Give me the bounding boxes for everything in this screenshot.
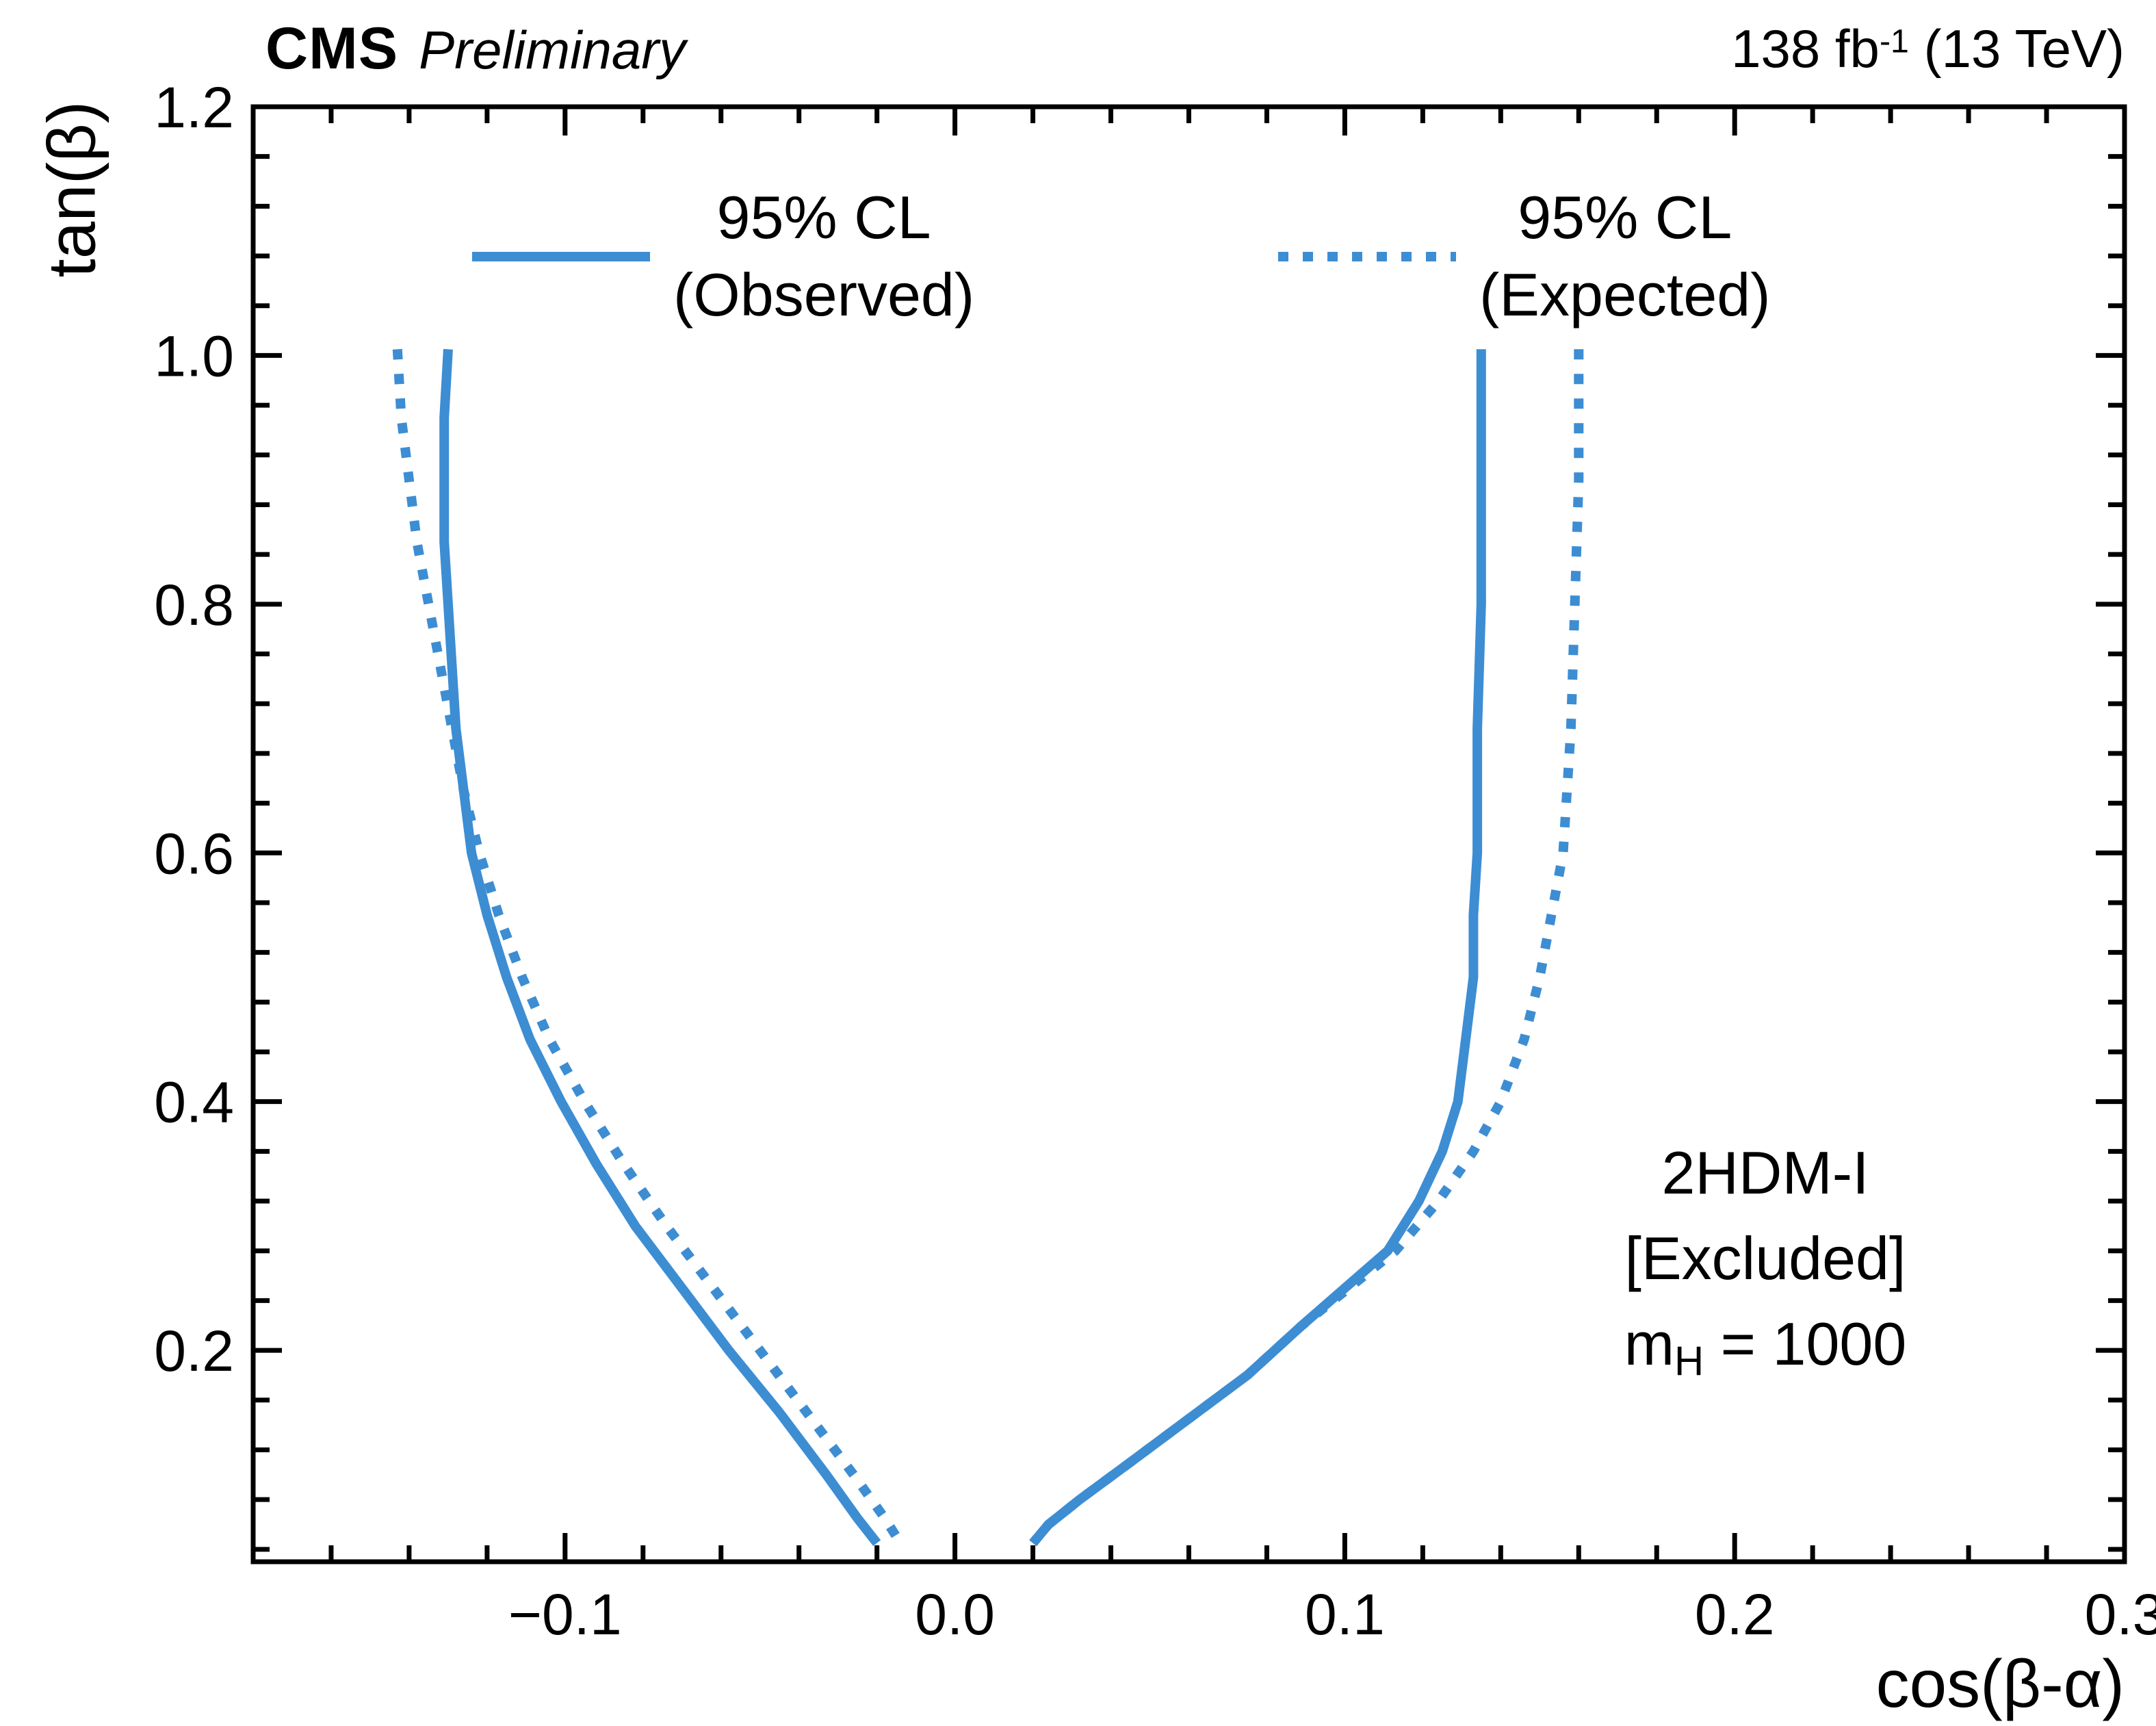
y-tick-label: 1.2: [154, 75, 234, 140]
x-tick-label: 0.1: [1305, 1582, 1385, 1647]
preliminary-label: Preliminary: [419, 20, 686, 80]
energy-value: (13 TeV): [1908, 18, 2125, 79]
legend-entry-observed: 95% CL (Observed): [472, 179, 974, 333]
experiment-header: CMS Preliminary: [265, 15, 686, 83]
cms-label: CMS: [265, 16, 399, 81]
luminosity-label: 138 fb-1 (13 TeV): [1731, 18, 2125, 80]
x-tick-label: 0.2: [1695, 1582, 1775, 1647]
observed-legend-label: 95% CL (Observed): [673, 183, 975, 329]
y-axis-title: tan(β): [34, 101, 109, 278]
observed-line-sample: [472, 251, 650, 261]
expected-legend-label: 95% CL (Expected): [1479, 183, 1771, 329]
x-tick-label: 0.0: [915, 1582, 995, 1647]
y-tick-label: 0.2: [154, 1319, 234, 1383]
y-tick-label: 0.8: [154, 573, 234, 637]
model-annotation: 2HDM-I [Excluded] mH = 1000: [1587, 1131, 1943, 1391]
axis-tick-labels: −0.1 0.0 0.1 0.2 0.3 0.2 0.4 0.6 0.8 1.0 1.2: [154, 75, 2156, 1647]
y-tick-label: 0.4: [154, 1070, 234, 1135]
model-name: 2HDM-I: [1661, 1139, 1869, 1207]
y-tick-label: 1.0: [154, 324, 234, 388]
legend-entry-expected: 95% CL (Expected): [1278, 179, 1771, 333]
lumi-exponent: -1: [1879, 23, 1909, 60]
x-tick-label: 0.3: [2085, 1582, 2156, 1647]
expected-left-curve: [392, 348, 905, 1546]
x-tick-label: −0.1: [508, 1582, 622, 1647]
x-axis-title: cos(β-α): [1875, 1646, 2125, 1721]
axis-ticks: [253, 104, 2127, 1562]
lumi-value: 138 fb: [1731, 18, 1880, 79]
expected-right-curve: [1029, 349, 1584, 1547]
excluded-label: [Excluded]: [1624, 1224, 1906, 1292]
y-tick-label: 0.6: [154, 821, 234, 886]
expected-line-sample: [1278, 251, 1456, 261]
observed-right-curve: [1029, 349, 1486, 1547]
observed-left-curve: [439, 348, 881, 1547]
mass-label: mH = 1000: [1624, 1309, 1907, 1384]
